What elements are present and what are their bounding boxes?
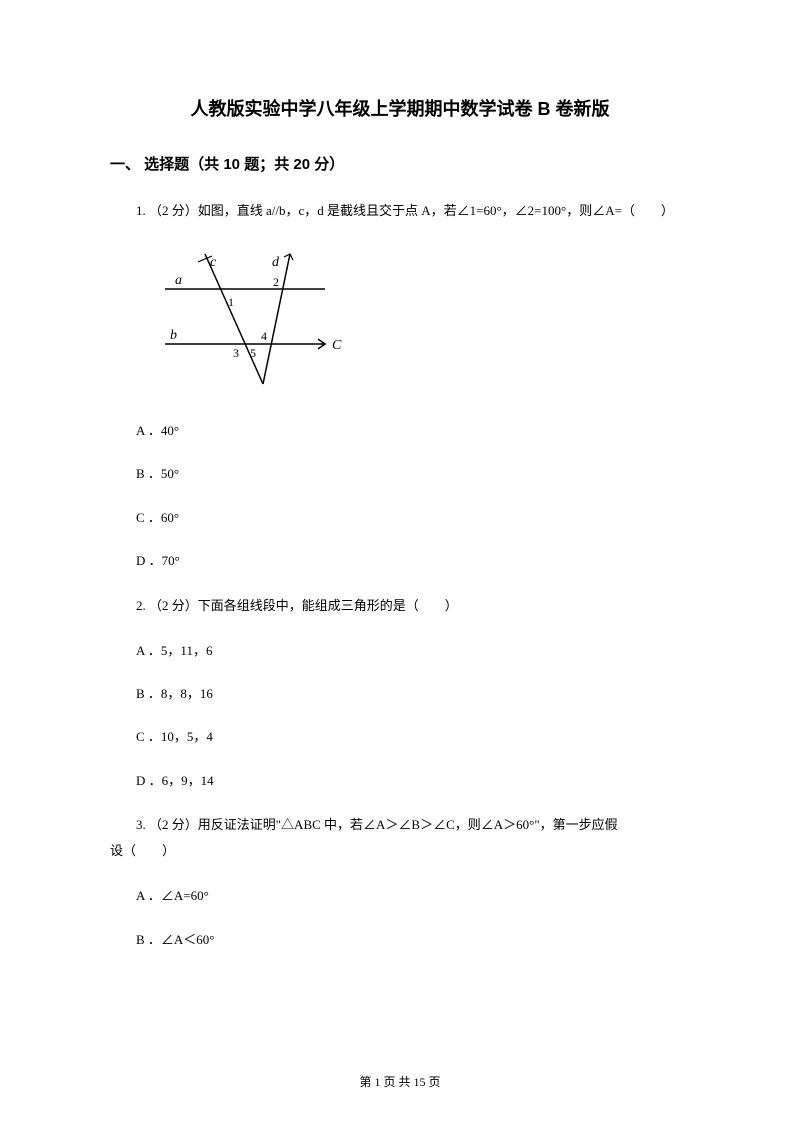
label-C-point: C (332, 338, 342, 353)
q3-option-b: B ．∠A＜60° (110, 928, 690, 951)
q2-option-c: C ．10，5，4 (110, 725, 690, 748)
label-angle-3: 3 (233, 346, 239, 360)
q1-option-a: A ．40° (110, 419, 690, 442)
label-angle-4: 4 (261, 329, 267, 343)
question-3-text-line1: 3. （2 分）用反证法证明"△ABC 中，若∠A＞∠B＞∠C，则∠A＞60°"… (110, 812, 690, 838)
line-c (205, 254, 263, 384)
label-b: b (170, 328, 177, 343)
q1-option-d: D ．70° (110, 549, 690, 572)
label-angle-1: 1 (228, 295, 234, 309)
q2-option-a: A ．5，11，6 (110, 639, 690, 662)
question-2-text: 2. （2 分）下面各组线段中，能组成三角形的是（ ） (110, 593, 690, 619)
label-angle-5: 5 (250, 346, 256, 360)
q2-option-d: D ．6，9，14 (110, 769, 690, 792)
question-3-text-line2: 设（ ） (110, 838, 690, 864)
label-d: d (272, 255, 280, 270)
label-c: c (210, 255, 217, 270)
q1-option-b: B ．50° (110, 462, 690, 485)
q2-option-b: B ．8，8，16 (110, 682, 690, 705)
label-a: a (175, 273, 182, 288)
page-title: 人教版实验中学八年级上学期期中数学试卷 B 卷新版 (110, 95, 690, 121)
page-footer: 第 1 页 共 15 页 (0, 1073, 800, 1090)
question-1-text: 1. （2 分）如图，直线 a//b，c，d 是截线且交于点 A，若∠1=60°… (110, 198, 690, 224)
q1-option-c: C ．60° (110, 506, 690, 529)
section-heading: 一、 选择题（共 10 题；共 20 分） (110, 153, 690, 174)
label-angle-2: 2 (273, 275, 279, 289)
geometry-diagram: a b c d C 1 2 3 4 5 (150, 244, 690, 399)
q3-option-a: A ．∠A=60° (110, 884, 690, 907)
line-d (263, 254, 290, 384)
